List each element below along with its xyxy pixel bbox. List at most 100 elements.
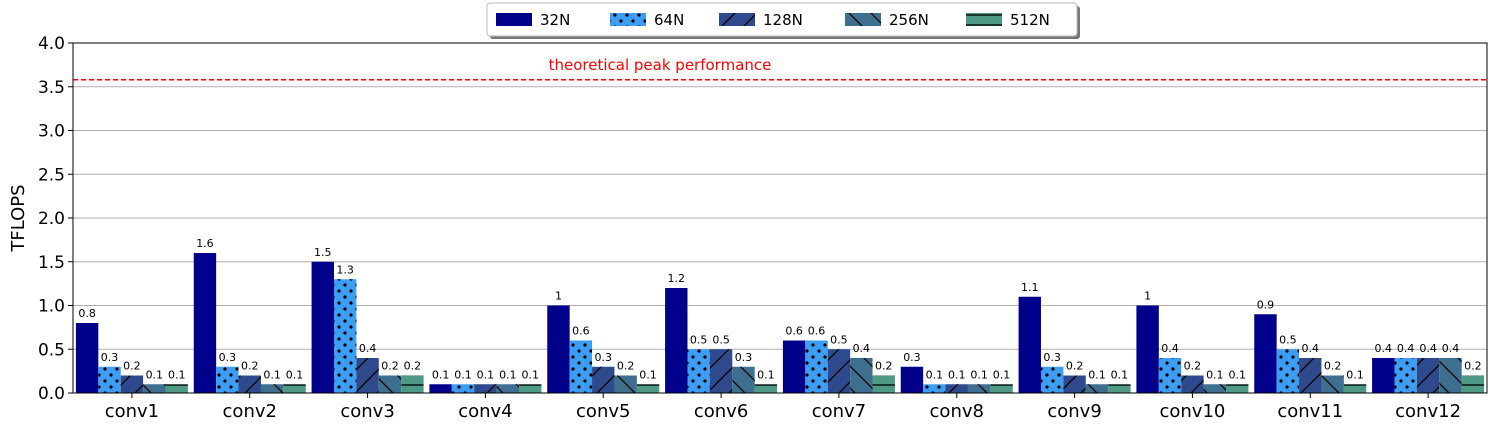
bar-hatch [592, 366, 615, 393]
value-label: 1.2 [668, 272, 686, 285]
bar-hatch [805, 340, 828, 393]
value-label: 0.2 [875, 360, 893, 373]
value-label: 0.4 [1161, 342, 1179, 355]
y-tick-label: 1.5 [38, 253, 65, 273]
value-label: 0.3 [735, 351, 753, 364]
value-label: 0.4 [1302, 342, 1320, 355]
value-label: 1.1 [1021, 281, 1039, 294]
bar-hatch [98, 366, 121, 393]
value-label: 0.2 [241, 360, 259, 373]
bar-hatch [283, 384, 306, 393]
bar-hatch [401, 375, 424, 393]
value-label: 0.1 [1228, 368, 1246, 381]
bar-hatch [709, 349, 733, 393]
bar-32N-conv1 [75, 323, 99, 393]
value-label: 0.6 [572, 325, 590, 338]
bar-32N-conv12 [1372, 358, 1395, 393]
value-label: 0.2 [1464, 360, 1482, 373]
y-tick-label: 4.0 [38, 34, 65, 54]
value-label: 0.2 [381, 360, 399, 373]
value-label: 0.1 [1346, 368, 1364, 381]
value-label: 0.1 [499, 368, 517, 381]
value-label: 0.5 [712, 333, 730, 346]
value-label: 0.3 [101, 351, 119, 364]
value-label: 0.5 [690, 333, 708, 346]
bar-hatch [923, 384, 946, 393]
y-tick-label: 0.5 [38, 340, 65, 360]
bar-hatch [260, 384, 284, 393]
value-label: 0.3 [1043, 351, 1061, 364]
value-label: 0.2 [1324, 360, 1342, 373]
bar-hatch [1461, 375, 1485, 393]
bar-hatch [1158, 358, 1182, 393]
value-label: 0.1 [993, 368, 1011, 381]
value-label: 0.2 [404, 360, 422, 373]
legend-label-256N: 256N [889, 11, 929, 29]
bar-hatch [827, 349, 851, 393]
x-tick-label: conv5 [576, 401, 630, 422]
legend-swatch-32N [496, 13, 532, 26]
legend-swatch-hatch [719, 13, 755, 26]
value-label: 1 [555, 290, 562, 303]
value-label: 0.4 [1419, 342, 1437, 355]
legend-label-128N: 128N [763, 11, 803, 29]
bar-hatch [1321, 375, 1344, 393]
value-label: 0.1 [970, 368, 988, 381]
y-tick-label: 0.0 [38, 384, 65, 404]
value-label: 0.4 [1375, 342, 1393, 355]
x-tick-label: conv8 [930, 401, 984, 422]
y-axis-title: TFLOPS [8, 184, 29, 252]
legend-label-64N: 64N [654, 11, 684, 29]
bar-hatch [216, 366, 239, 393]
value-label: 1.5 [314, 246, 332, 259]
bar-hatch [1276, 349, 1300, 393]
value-label: 0.6 [785, 325, 803, 338]
bar-hatch [143, 384, 166, 393]
bar-hatch [356, 358, 379, 393]
y-tick-label: 3.5 [38, 78, 65, 98]
bar-hatch [1181, 375, 1204, 393]
x-tick-label: conv12 [1395, 401, 1461, 422]
theoretical-peak-label: theoretical peak performance [549, 56, 772, 74]
value-label: 0.1 [1088, 368, 1106, 381]
value-label: 0.8 [78, 307, 96, 320]
bar-hatch [1108, 384, 1131, 393]
legend-swatch-hatch [966, 13, 1002, 26]
bar-32N-conv10 [1136, 305, 1159, 393]
bars [75, 253, 1485, 393]
x-axis-ticks: conv1 conv2 conv3 conv4 conv5 conv6 conv7 conv8… [105, 393, 1461, 422]
value-label: 0.1 [1206, 368, 1224, 381]
bar-32N-conv3 [311, 261, 334, 393]
bar-hatch [1299, 358, 1322, 393]
value-label: 0.1 [168, 368, 186, 381]
bar-hatch [967, 384, 991, 393]
x-tick-label: conv1 [105, 401, 159, 422]
y-axis-ticks: 0.0 0.5 1.0 1.5 2.0 2.5 3.0 3.5 4.0 [38, 34, 73, 404]
bar-32N-conv7 [782, 340, 806, 393]
bar-hatch [378, 375, 402, 393]
bar-hatch [165, 384, 188, 393]
value-label: 0.1 [757, 368, 775, 381]
value-label: 0.1 [639, 368, 657, 381]
value-label: 0.1 [454, 368, 472, 381]
bar-32N-conv4 [429, 384, 452, 393]
bar-hatch [1063, 375, 1086, 393]
value-label: 0.1 [521, 368, 539, 381]
value-label: 0.2 [1066, 360, 1084, 373]
value-label: 0.9 [1257, 298, 1275, 311]
y-tick-label: 2.5 [38, 165, 65, 185]
bar-hatch [1040, 366, 1064, 393]
value-label: 0.3 [219, 351, 237, 364]
x-tick-label: conv4 [458, 401, 512, 422]
value-label: 0.6 [808, 325, 826, 338]
gridlines [73, 86, 1487, 350]
value-label: 0.1 [926, 368, 944, 381]
bar-32N-conv2 [193, 253, 217, 393]
value-label: 0.2 [617, 360, 635, 373]
value-label: 1.6 [196, 237, 214, 250]
y-tick-label: 1.0 [38, 297, 65, 317]
legend-swatch-hatch [845, 13, 881, 26]
bar-hatch [120, 375, 144, 393]
x-tick-label: conv9 [1047, 401, 1101, 422]
